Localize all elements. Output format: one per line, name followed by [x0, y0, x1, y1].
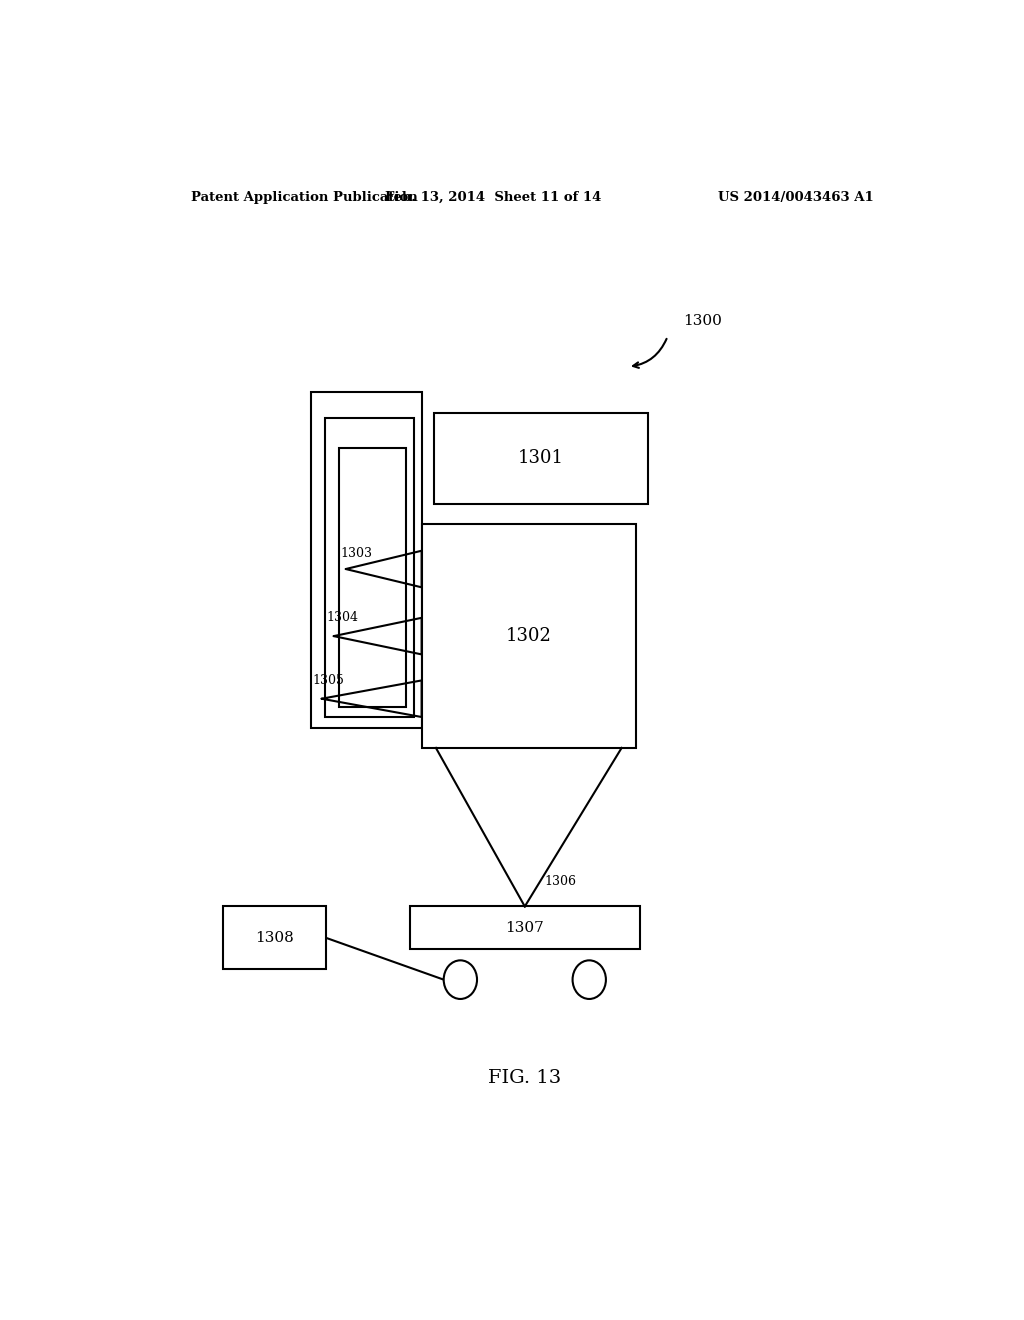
Bar [339, 447, 406, 708]
Bar [325, 417, 414, 718]
Bar [422, 524, 636, 748]
Text: 1302: 1302 [506, 627, 552, 645]
Text: 1304: 1304 [327, 611, 358, 624]
Text: 1306: 1306 [545, 875, 577, 887]
Text: Patent Application Publication: Patent Application Publication [191, 190, 418, 203]
Text: 1307: 1307 [506, 921, 544, 935]
Bar [310, 392, 422, 727]
Bar [223, 907, 327, 969]
Text: 1301: 1301 [518, 449, 563, 467]
Bar [433, 413, 648, 504]
Text: 1308: 1308 [255, 931, 294, 945]
Text: 1303: 1303 [341, 548, 373, 560]
Text: FIG. 13: FIG. 13 [488, 1069, 561, 1088]
Text: Feb. 13, 2014  Sheet 11 of 14: Feb. 13, 2014 Sheet 11 of 14 [385, 190, 601, 203]
Ellipse shape [572, 961, 606, 999]
Ellipse shape [443, 961, 477, 999]
Bar [410, 907, 640, 949]
Text: 1305: 1305 [312, 675, 344, 686]
Text: US 2014/0043463 A1: US 2014/0043463 A1 [718, 190, 873, 203]
Text: 1300: 1300 [684, 314, 722, 329]
